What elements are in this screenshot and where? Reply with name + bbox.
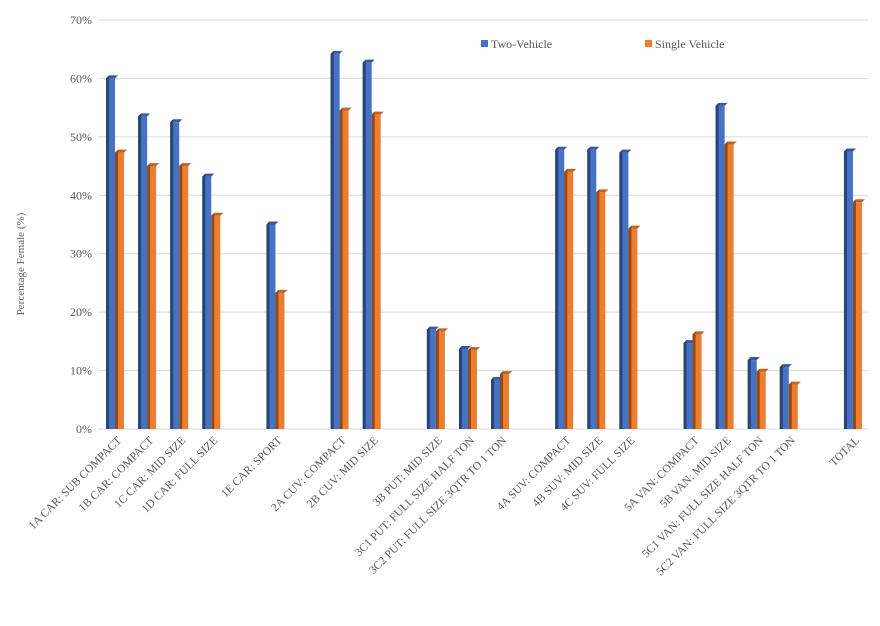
category-label: 3C2 PUT: FULL SIZE 3QTR TO 1 TON — [367, 434, 510, 577]
bar-two-vehicle — [587, 146, 600, 429]
bar-single-vehicle — [147, 163, 160, 430]
y-tick-label: 10% — [70, 364, 92, 378]
legend: Two-Vehicle Single Vehicle — [481, 37, 724, 51]
bar-two-vehicle — [426, 326, 439, 429]
bar-single-vehicle — [596, 189, 609, 429]
y-tick-label: 70% — [70, 13, 92, 27]
bar-two-vehicle — [747, 357, 760, 429]
legend-swatch-two-vehicle — [481, 40, 488, 47]
bar-two-vehicle — [458, 345, 471, 429]
y-tick-label: 50% — [70, 130, 92, 144]
bar-single-vehicle — [852, 199, 865, 429]
bar-two-vehicle — [106, 75, 119, 429]
bar-single-vehicle — [179, 163, 192, 430]
legend-label-single-vehicle: Single Vehicle — [655, 37, 724, 51]
bar-two-vehicle — [555, 146, 568, 429]
category-label: 5C1 VAN: FULL SIZE HALF TON — [640, 434, 766, 560]
category-label: TOTAL — [828, 435, 862, 469]
y-tick-label: 30% — [70, 247, 92, 261]
bar-single-vehicle — [339, 107, 352, 430]
bar-two-vehicle — [266, 221, 279, 429]
bar-single-vehicle — [435, 328, 448, 429]
bar-single-vehicle — [724, 141, 737, 429]
bar-two-vehicle — [330, 50, 343, 429]
bar-two-vehicle — [843, 148, 856, 429]
y-tick-label: 0% — [76, 422, 92, 436]
legend-label-two-vehicle: Two-Vehicle — [491, 37, 552, 51]
bar-single-vehicle — [275, 289, 288, 429]
y-tick-label: 60% — [70, 71, 92, 85]
bar-single-vehicle — [371, 111, 384, 429]
category-label: 1E CAR: SPORT — [219, 435, 284, 500]
bar-two-vehicle — [202, 173, 215, 429]
bar-single-vehicle — [788, 381, 801, 429]
bar-two-vehicle — [715, 102, 728, 429]
bar-two-vehicle — [362, 59, 375, 429]
bar-single-vehicle — [756, 368, 769, 429]
bar-single-vehicle — [467, 347, 480, 429]
y-tick-label: 40% — [70, 188, 92, 202]
gridlines — [98, 19, 868, 430]
bar-single-vehicle — [211, 212, 224, 429]
bar-single-vehicle — [500, 371, 513, 429]
bar-two-vehicle — [138, 113, 151, 430]
bar-single-vehicle — [115, 149, 128, 429]
bar-two-vehicle — [170, 119, 183, 429]
bar-single-vehicle — [628, 225, 641, 429]
y-axis-label: Percentage Female (%) — [15, 212, 27, 315]
category-label: 3C1 PUT: FULL SIZE HALF TON — [353, 434, 478, 559]
y-tick-label: 20% — [70, 305, 92, 319]
bars — [106, 50, 865, 430]
bar-two-vehicle — [619, 149, 632, 429]
bar-single-vehicle — [692, 331, 705, 429]
legend-swatch-single-vehicle — [645, 40, 652, 47]
bar-two-vehicle — [779, 364, 792, 429]
bar-single-vehicle — [564, 168, 577, 429]
